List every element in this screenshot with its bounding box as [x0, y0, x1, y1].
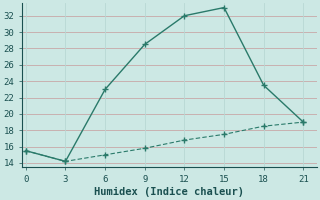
X-axis label: Humidex (Indice chaleur): Humidex (Indice chaleur) — [94, 186, 244, 197]
